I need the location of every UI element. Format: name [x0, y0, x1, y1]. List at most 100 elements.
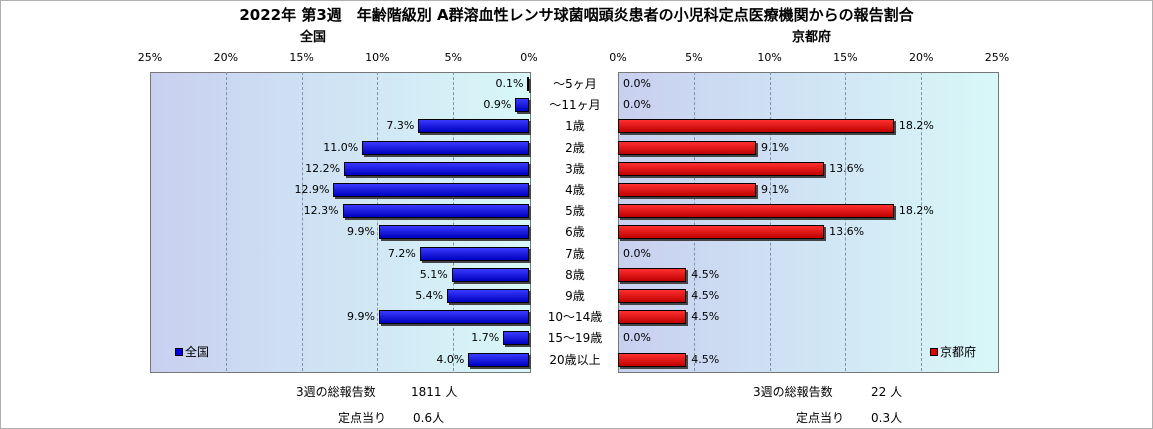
kyoto-data-label: 4.5% [691, 289, 720, 302]
national-bar [333, 183, 529, 197]
national-data-label: 1.7% [471, 331, 500, 345]
x-tick-label: 0% [520, 51, 538, 64]
national-data-label: 11.0% [323, 140, 359, 154]
chart-title: 2022年 第3週 年齢階級別 A群溶血性レンサ球菌咽頭炎患者の小児科定点医療機… [239, 6, 914, 24]
national-bar [378, 310, 529, 325]
category-label: 5歳 [565, 204, 585, 219]
category-label: 20歳以上 [549, 352, 601, 367]
kyoto-data-label: 18.2% [898, 204, 934, 218]
category-label: ～5ヶ月 [553, 77, 597, 91]
kyoto-data-label: 9.1% [760, 183, 789, 196]
x-tick-label: 25% [984, 51, 1010, 64]
kyoto-data-label: 4.5% [691, 267, 720, 281]
kyoto-bar [618, 204, 894, 219]
category-label: 7歳 [565, 246, 585, 261]
kyoto-legend-swatch [930, 347, 938, 356]
national-data-label: 12.3% [303, 204, 339, 218]
national-legend-swatch [175, 347, 183, 356]
kyoto-bar [618, 289, 687, 303]
kyoto-bar [618, 140, 756, 155]
kyoto-bar [618, 183, 756, 197]
x-tick-label: 15% [833, 51, 858, 64]
national-data-label: 0.9% [483, 98, 512, 112]
national-bar [344, 161, 529, 176]
national-data-label: 12.2% [305, 161, 341, 175]
x-tick-label: 20% [213, 51, 239, 64]
kyoto-plot-area [618, 72, 999, 373]
category-label: 1歳 [565, 119, 585, 134]
national-total-value: 1811 人 [411, 385, 458, 399]
national-data-label: 7.3% [386, 119, 415, 133]
category-label: 8歳 [565, 267, 585, 282]
kyoto-data-label: 4.5% [691, 352, 720, 366]
national-data-label: 9.9% [346, 225, 375, 239]
kyoto-legend-label: 京都府 [940, 345, 977, 359]
x-tick-label: 25% [137, 51, 163, 64]
gridline [921, 72, 923, 371]
kyoto-total-value: 22 人 [871, 385, 903, 399]
national-bar [378, 225, 529, 240]
gridline [769, 72, 771, 371]
kyoto-data-label: 13.6% [829, 161, 865, 175]
gridline [453, 72, 455, 371]
national-bar [418, 119, 529, 134]
kyoto-bar [618, 119, 894, 134]
national-data-label: 0.1% [495, 77, 524, 90]
kyoto-total-label: 3週の総報告数 [753, 385, 833, 399]
national-plot-area [150, 72, 531, 373]
national-total-label: 3週の総報告数 [296, 385, 376, 399]
kyoto-data-label: 0.0% [623, 331, 651, 345]
gridline [693, 72, 695, 371]
x-tick-label: 15% [289, 51, 314, 64]
national-bar [515, 98, 529, 113]
gridline [225, 72, 227, 371]
national-bar [527, 77, 530, 91]
kyoto-data-label: 0.0% [623, 77, 651, 90]
kyoto-panel-title: 京都府 [792, 30, 832, 45]
category-label: 2歳 [565, 140, 585, 155]
kyoto-bar [618, 352, 687, 367]
x-tick-label: 5% [444, 51, 462, 64]
kyoto-data-label: 0.0% [623, 98, 651, 112]
national-bar [342, 204, 529, 219]
kyoto-bar [618, 161, 825, 176]
category-label: 6歳 [565, 225, 585, 240]
kyoto-bar [618, 310, 687, 325]
national-bar [419, 246, 529, 261]
national-bar [447, 289, 529, 303]
category-label: 4歳 [565, 183, 585, 197]
national-legend-label: 全国 [185, 345, 210, 359]
kyoto-perpoint-value: 0.3人 [871, 411, 903, 425]
national-panel-title: 全国 [300, 30, 327, 45]
national-data-label: 7.2% [387, 246, 416, 260]
x-tick-label: 10% [365, 51, 390, 64]
kyoto-bar [618, 225, 825, 240]
national-data-label: 5.1% [419, 267, 448, 281]
category-label: ～11ヶ月 [549, 98, 601, 113]
category-label: 3歳 [565, 161, 585, 176]
kyoto-data-label: 18.2% [898, 119, 934, 133]
kyoto-bar [618, 267, 687, 282]
national-bar [451, 267, 529, 282]
gridline [377, 72, 379, 371]
category-label: 9歳 [565, 289, 585, 303]
x-tick-label: 0% [609, 51, 627, 64]
gridline [845, 72, 847, 371]
x-tick-label: 5% [685, 51, 703, 64]
kyoto-perpoint-label: 定点当り [796, 411, 845, 425]
national-perpoint-value: 0.6人 [413, 411, 445, 425]
kyoto-data-label: 0.0% [623, 246, 651, 260]
kyoto-data-label: 4.5% [691, 310, 720, 324]
national-data-label: 9.9% [346, 310, 375, 324]
national-bar [468, 352, 529, 367]
category-label: 15～19歳 [547, 331, 603, 346]
national-perpoint-label: 定点当り [338, 411, 387, 425]
national-data-label: 4.0% [436, 352, 465, 366]
national-data-label: 5.4% [415, 289, 444, 302]
kyoto-data-label: 9.1% [760, 140, 789, 154]
national-bar [503, 331, 529, 346]
national-legend: 全国 [175, 343, 209, 360]
national-data-label: 12.9% [294, 183, 330, 196]
x-tick-label: 10% [757, 51, 782, 64]
national-bar [362, 140, 529, 155]
